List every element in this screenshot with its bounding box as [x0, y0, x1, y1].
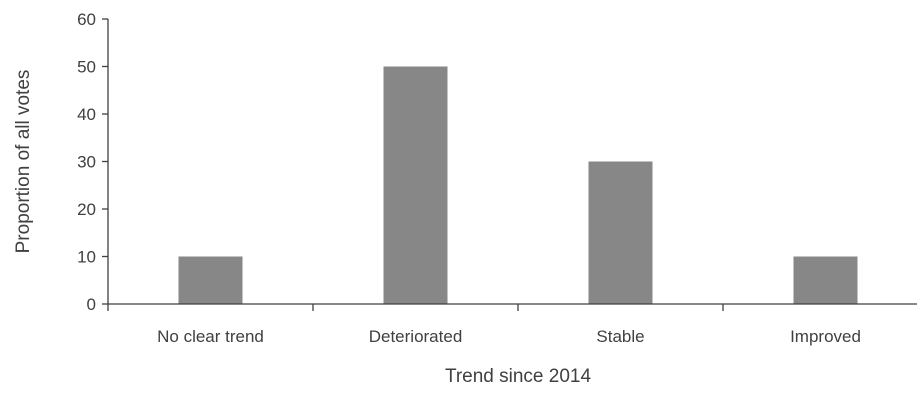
bar-no-clear-trend — [178, 256, 243, 304]
x-axis-ticks: No clear trend Deteriorated Stable Improved — [107, 304, 861, 346]
x-category-label: No clear trend — [157, 327, 264, 346]
y-tick-label: 40 — [77, 105, 96, 124]
y-tick-label: 20 — [77, 200, 96, 219]
y-tick-label: 60 — [77, 10, 96, 29]
x-category-label: Improved — [790, 327, 861, 346]
y-tick-label: 50 — [77, 58, 96, 77]
y-tick-label: 10 — [77, 248, 96, 267]
x-axis-title: Trend since 2014 — [445, 366, 592, 387]
bar-deteriorated — [383, 66, 448, 304]
x-category-label: Deteriorated — [369, 327, 463, 346]
x-category-label: Stable — [596, 327, 644, 346]
bars-group — [178, 66, 858, 304]
y-tick-label: 30 — [77, 153, 96, 172]
bar-stable — [588, 161, 653, 304]
y-tick-label: 0 — [87, 295, 96, 314]
y-axis-ticks: 0 10 20 30 40 50 60 — [77, 10, 108, 314]
y-axis-title: Proportion of all votes — [13, 70, 34, 254]
bar-improved — [793, 256, 858, 304]
